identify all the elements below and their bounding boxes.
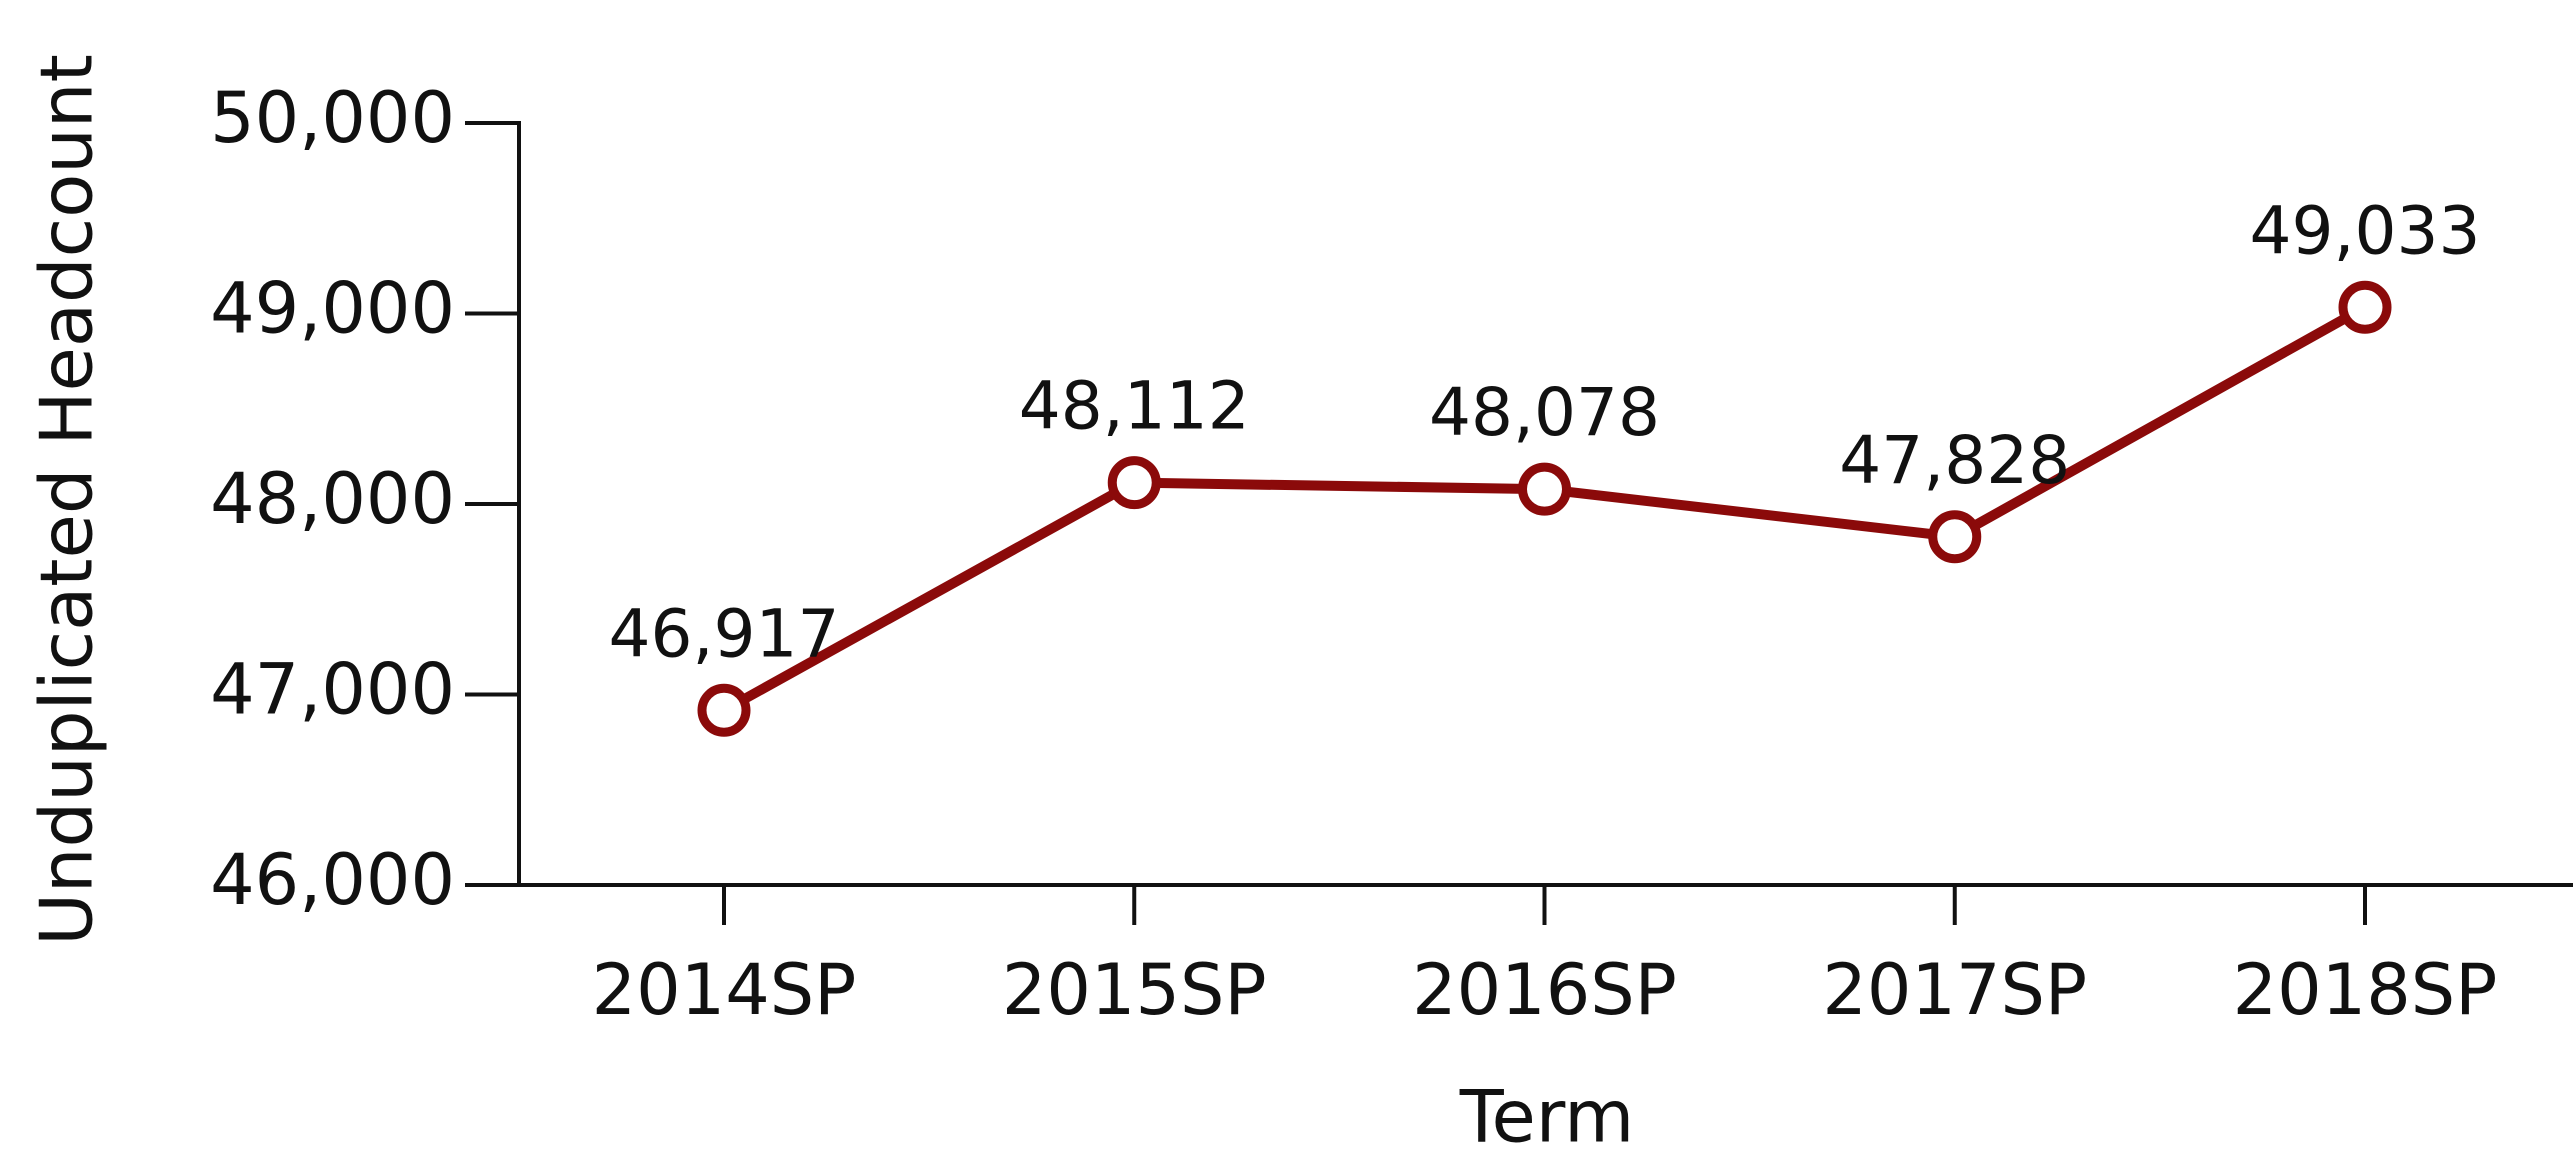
y-axis-title: Unduplicated Headcount: [25, 54, 109, 946]
x-tick-label: 2016SP: [1412, 949, 1677, 1031]
marker: [2338, 280, 2392, 334]
y-tick-label: 46,000: [210, 839, 455, 921]
data-label: 48,078: [1429, 374, 1660, 451]
y-tick-label: 49,000: [210, 268, 455, 350]
x-tick-label: 2018SP: [2233, 949, 2498, 1031]
marker: [697, 683, 751, 737]
data-label: 47,828: [1839, 422, 2070, 499]
x-tick-label: 2015SP: [1002, 949, 1267, 1031]
x-axis-title: Term: [1459, 1075, 1635, 1155]
x-tick-label: 2014SP: [592, 949, 857, 1031]
y-tick-label: 48,000: [210, 458, 455, 540]
marker: [1107, 456, 1161, 510]
data-label: 46,917: [609, 595, 840, 672]
data-label: 48,112: [1019, 368, 1250, 445]
y-tick-label: 47,000: [210, 649, 455, 731]
y-tick-label: 50,000: [210, 77, 455, 159]
marker: [1928, 510, 1982, 564]
x-tick-label: 2017SP: [1822, 949, 2087, 1031]
marker: [1518, 462, 1571, 516]
data-label: 49,033: [2250, 192, 2481, 269]
